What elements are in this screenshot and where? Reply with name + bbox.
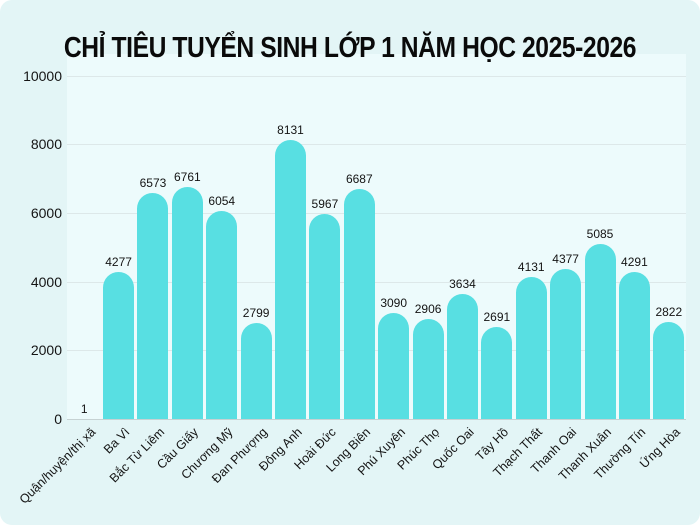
y-axis-tick-label: 0	[54, 411, 62, 427]
x-axis-category-label: Ba Vì	[100, 425, 133, 457]
bar-value-label: 6761	[174, 169, 201, 184]
y-axis-tick-label: 6000	[30, 204, 62, 221]
grid-line	[67, 350, 686, 352]
chart-title: CHỈ TIÊU TUYỂN SINH LỚP 1 NĂM HỌC 2025-2…	[63, 32, 637, 65]
bar	[618, 271, 650, 419]
bar	[137, 193, 169, 419]
bar-value-label: 2906	[414, 302, 442, 317]
grid-line	[67, 75, 686, 77]
bar-value-label: 6054	[208, 194, 236, 209]
plot-area	[67, 54, 686, 419]
bar	[584, 244, 616, 419]
bar-value-label: 2822	[655, 305, 683, 320]
bar	[446, 294, 478, 419]
bar-value-label: 1	[80, 401, 88, 416]
bar-value-label: 4131	[517, 260, 545, 275]
bar-value-label: 6687	[345, 172, 373, 187]
x-axis-category-label: Quận/huyện/thị xã	[16, 425, 99, 507]
bar-value-label: 5085	[586, 227, 614, 242]
bar	[171, 186, 203, 419]
bar-value-label: 2799	[242, 305, 270, 320]
bar-value-label: 5967	[311, 197, 339, 212]
grid-line	[67, 419, 686, 420]
grid-line	[67, 144, 686, 146]
y-axis-tick-label: 4000	[30, 273, 62, 290]
y-axis-tick-label: 2000	[30, 342, 62, 359]
bar-value-label: 2691	[483, 309, 511, 324]
bar	[412, 319, 444, 419]
bar	[343, 189, 375, 419]
bar	[309, 214, 341, 419]
bar	[275, 139, 307, 419]
y-axis-tick-label: 10000	[23, 67, 62, 84]
bar	[103, 272, 135, 419]
bar-value-label: 4277	[105, 255, 132, 270]
bar-value-label: 8131	[277, 122, 304, 137]
bar	[206, 211, 238, 419]
bar-value-label: 3090	[380, 295, 408, 310]
bar	[240, 322, 272, 419]
bar-value-label: 6573	[139, 176, 167, 191]
grid-line	[67, 212, 686, 214]
bar-value-label: 4377	[552, 251, 579, 266]
bar	[515, 277, 547, 419]
bar	[653, 322, 685, 419]
bar-value-label: 4291	[621, 254, 648, 269]
bar	[481, 326, 513, 419]
bar	[378, 312, 410, 419]
bar-value-label: 3634	[449, 277, 476, 292]
bar	[550, 268, 582, 419]
y-axis-tick-label: 8000	[30, 136, 62, 153]
grid-line	[67, 281, 686, 283]
